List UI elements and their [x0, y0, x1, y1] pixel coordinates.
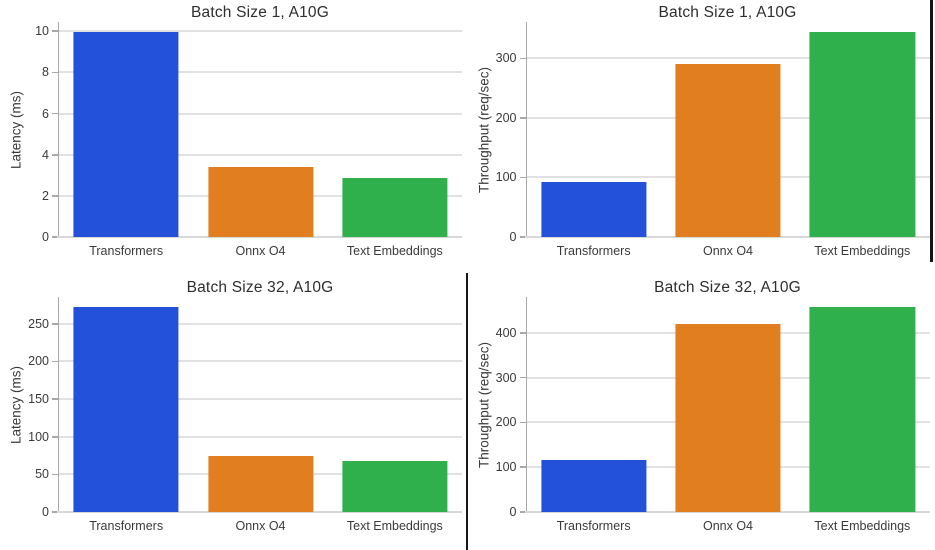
gridline	[526, 57, 930, 60]
chart-batch32-latency: Batch Size 32, A10G Latency (ms) 0 50 100 150…	[0, 275, 468, 550]
y-tick-label: 300	[495, 51, 517, 66]
y-tick-mark	[519, 376, 526, 379]
chart-title: Batch Size 32, A10G	[654, 279, 801, 296]
y-tick-mark	[52, 112, 58, 115]
y-tick-mark	[52, 30, 58, 33]
bar-onnx-o4	[675, 64, 781, 237]
y-tick-mark	[52, 473, 58, 476]
y-tick-mark	[52, 153, 58, 156]
x-tick-label: Onnx O4	[702, 519, 754, 533]
y-tick-label: 250	[28, 316, 49, 331]
y-tick-mark	[519, 176, 526, 179]
y-tick-label: 0	[509, 505, 517, 519]
bar-transformers	[73, 32, 179, 237]
x-tick-label: Onnx O4	[235, 244, 286, 258]
y-tick-mark	[519, 511, 526, 513]
gridline	[59, 153, 462, 156]
y-tick-mark	[52, 360, 58, 363]
x-tick-label: Text Embeddings	[346, 244, 443, 258]
x-tick-label: Text Embeddings	[814, 519, 911, 533]
bar-text-embeddings	[809, 307, 915, 512]
y-tick-label: 0	[42, 230, 49, 244]
y-tick-mark	[519, 332, 526, 334]
y-tick-mark	[519, 57, 526, 60]
x-tick-label: Transformers	[89, 519, 164, 533]
table-cell-border-top-right	[930, 0, 933, 262]
x-tick-label: Text Embeddings	[814, 244, 911, 258]
y-axis-label: Throughput (req/sec)	[476, 66, 491, 193]
bar-transformers	[541, 181, 647, 237]
bar-onnx-o4	[207, 167, 314, 237]
x-axis-line	[57, 511, 462, 513]
y-tick-label: 6	[42, 106, 49, 121]
y-axis-label: Latency (ms)	[8, 365, 24, 444]
y-tick-label: 100	[495, 170, 517, 185]
bar-text-embeddings	[342, 178, 448, 237]
x-axis-line	[524, 236, 930, 238]
y-tick-label: 200	[495, 415, 517, 430]
gridline	[59, 360, 462, 363]
y-tick-mark	[52, 323, 58, 325]
y-tick-mark	[519, 117, 526, 119]
y-tick-label: 8	[42, 65, 49, 80]
y-tick-mark	[52, 236, 58, 238]
y-tick-label: 0	[42, 505, 49, 519]
plot-area: 0 100 200 300 400 Transformers Onnx O4 Text Emb…	[496, 297, 930, 533]
chart-title: Batch Size 32, A10G	[186, 279, 334, 296]
y-tick-mark	[519, 421, 526, 424]
y-tick-label: 0	[509, 230, 517, 244]
y-tick-label: 100	[495, 460, 517, 475]
gridline	[59, 398, 462, 401]
chart-title: Batch Size 1, A10G	[190, 4, 329, 21]
x-axis-line	[57, 236, 462, 238]
x-tick-label: Onnx O4	[235, 519, 286, 533]
chart-batch1-throughput: Batch Size 1, A10G Throughput (req/sec) 0 1…	[468, 0, 935, 275]
bar-onnx-o4	[207, 455, 314, 512]
y-tick-label: 200	[495, 110, 517, 125]
y-tick-label: 4	[42, 147, 49, 162]
plot-area: 0 100 200 300 Transformers Onnx O4 Text Embedd…	[496, 22, 930, 258]
gridline	[59, 71, 462, 74]
x-tick-label: Transformers	[556, 244, 631, 258]
y-tick-mark	[519, 466, 526, 469]
y-tick-mark	[519, 236, 526, 238]
y-tick-label: 2	[42, 188, 49, 203]
plot-area: 0 2 4 6 8 10 Transformers Onnx O4 Text Embedding…	[35, 22, 462, 258]
bar-text-embeddings	[342, 460, 448, 512]
y-tick-label: 300	[495, 370, 517, 385]
y-tick-label: 200	[28, 354, 49, 369]
chart-title: Batch Size 1, A10G	[658, 4, 797, 21]
y-tick-mark	[52, 195, 58, 197]
y-axis-label: Latency (ms)	[8, 90, 24, 169]
bar-transformers	[73, 307, 179, 512]
y-tick-label: 50	[35, 467, 49, 482]
x-tick-label: Text Embeddings	[346, 519, 443, 533]
table-cell-border-bottom-middle	[465, 273, 468, 550]
bar-text-embeddings	[809, 32, 915, 237]
x-axis-line	[524, 511, 930, 513]
y-tick-label: 100	[28, 429, 49, 444]
x-tick-label: Transformers	[89, 244, 164, 258]
plot-area: 0 50 100 150 200 250 Transformers Onnx O4 Text E…	[28, 297, 462, 533]
x-tick-label: Onnx O4	[702, 244, 754, 258]
chart-batch32-throughput: Batch Size 32, A10G Throughput (req/sec) 0…	[468, 275, 935, 550]
bar-transformers	[541, 460, 647, 512]
y-tick-mark	[52, 511, 58, 513]
y-tick-label: 400	[495, 325, 517, 340]
y-axis-label: Throughput (req/sec)	[476, 341, 491, 468]
y-tick-mark	[52, 435, 58, 438]
gridline	[59, 322, 462, 325]
bar-onnx-o4	[675, 323, 781, 512]
y-tick-mark	[52, 398, 58, 400]
gridline	[59, 435, 462, 438]
chart-batch1-latency: Batch Size 1, A10G Latency (ms) 0 2 4 6 8 10 Tra…	[0, 0, 468, 275]
gridline	[59, 30, 462, 33]
x-tick-label: Transformers	[556, 519, 631, 533]
y-tick-label: 150	[28, 392, 49, 407]
y-tick-mark	[52, 71, 58, 74]
y-tick-label: 10	[35, 24, 49, 39]
gridline	[59, 112, 462, 115]
